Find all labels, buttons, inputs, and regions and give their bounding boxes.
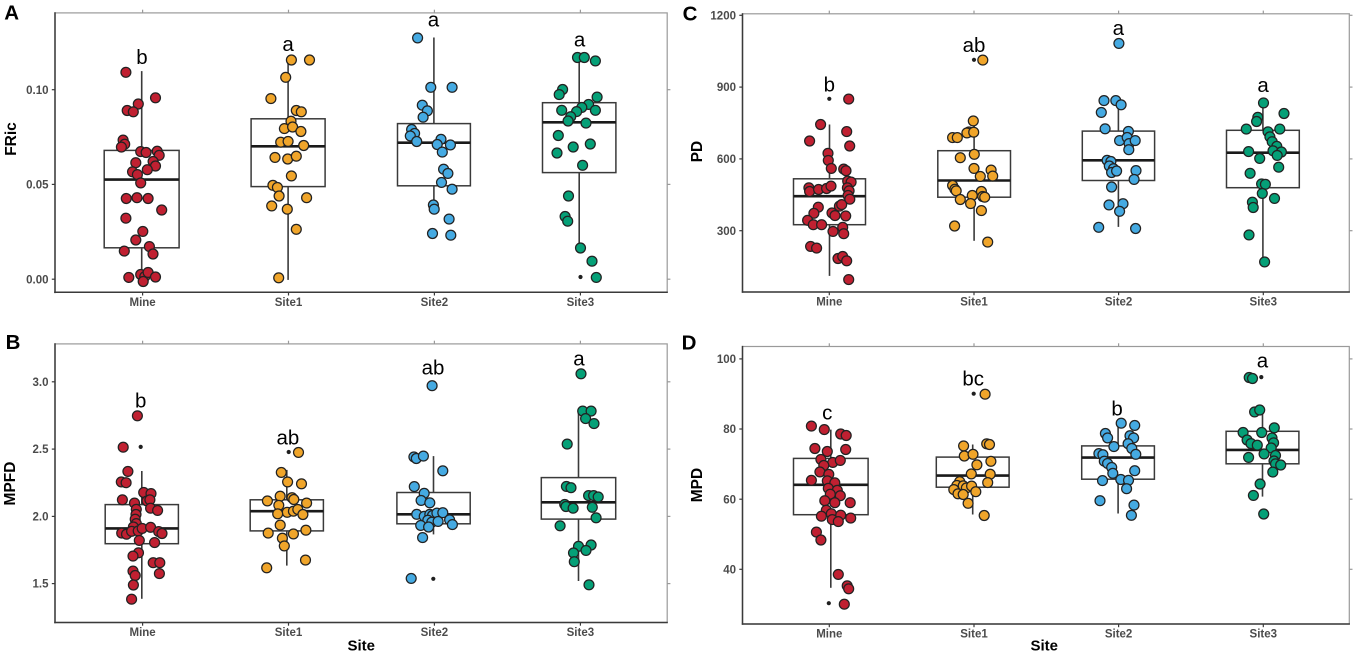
svg-text:b: b <box>135 390 146 413</box>
svg-text:0.05: 0.05 <box>26 180 49 192</box>
svg-text:300: 300 <box>717 226 736 238</box>
svg-text:bc: bc <box>962 367 984 390</box>
svg-text:a: a <box>1113 17 1125 40</box>
svg-text:600: 600 <box>717 154 736 166</box>
svg-text:Site3: Site3 <box>1250 297 1278 309</box>
svg-text:2.0: 2.0 <box>33 512 49 524</box>
svg-text:ab: ab <box>963 34 986 57</box>
svg-text:PD: PD <box>689 141 706 163</box>
svg-text:b: b <box>824 74 835 97</box>
svg-text:c: c <box>822 401 832 424</box>
svg-text:60: 60 <box>723 494 736 506</box>
svg-text:80: 80 <box>723 424 736 436</box>
svg-text:ab: ab <box>276 427 299 450</box>
svg-text:Mine: Mine <box>816 629 842 641</box>
svg-text:3.0: 3.0 <box>33 377 49 389</box>
svg-text:Site1: Site1 <box>275 297 303 309</box>
svg-text:a: a <box>1257 350 1269 373</box>
svg-text:Site1: Site1 <box>960 629 988 641</box>
svg-text:C: C <box>683 2 698 25</box>
svg-text:a: a <box>282 33 294 56</box>
svg-text:a: a <box>573 347 585 370</box>
svg-text:Site3: Site3 <box>1250 629 1278 641</box>
svg-text:Site2: Site2 <box>1105 297 1133 309</box>
svg-text:900: 900 <box>717 82 736 94</box>
svg-text:ab: ab <box>422 357 445 380</box>
svg-text:b: b <box>136 46 147 69</box>
svg-text:Site2: Site2 <box>1105 629 1133 641</box>
svg-text:Mine: Mine <box>129 627 155 639</box>
svg-text:a: a <box>1257 74 1269 97</box>
svg-text:b: b <box>1111 397 1122 420</box>
svg-text:MPFD: MPFD <box>2 462 19 506</box>
svg-text:Site2: Site2 <box>421 627 449 639</box>
svg-text:a: a <box>574 29 586 52</box>
svg-text:Mine: Mine <box>816 297 842 309</box>
svg-text:2.5: 2.5 <box>33 444 50 456</box>
svg-text:Site3: Site3 <box>567 297 595 309</box>
svg-text:0.10: 0.10 <box>26 85 48 97</box>
svg-text:D: D <box>682 332 697 355</box>
svg-text:A: A <box>4 2 19 25</box>
svg-text:40: 40 <box>723 564 736 576</box>
svg-text:1200: 1200 <box>710 10 736 22</box>
svg-text:100: 100 <box>717 354 736 366</box>
svg-text:0.00: 0.00 <box>26 274 48 286</box>
svg-text:MPD: MPD <box>689 468 706 502</box>
svg-text:Site: Site <box>347 638 375 655</box>
svg-text:FRic: FRic <box>3 122 20 156</box>
svg-text:a: a <box>428 8 440 31</box>
svg-text:Site3: Site3 <box>567 627 595 639</box>
svg-text:Mine: Mine <box>129 297 155 309</box>
svg-text:Site2: Site2 <box>421 297 449 309</box>
svg-text:1.5: 1.5 <box>33 579 50 591</box>
svg-text:Site: Site <box>1030 638 1058 655</box>
svg-text:B: B <box>6 331 21 354</box>
svg-text:Site1: Site1 <box>275 627 303 639</box>
svg-text:Site1: Site1 <box>960 297 988 309</box>
